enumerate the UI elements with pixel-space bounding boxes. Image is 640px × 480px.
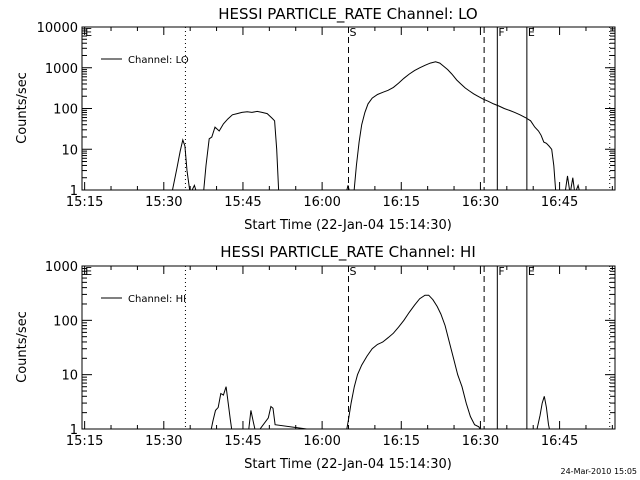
x-tick-label: 16:30: [462, 195, 499, 210]
legend-hi: Channel: HI: [101, 294, 186, 305]
event-marker-label: S: [350, 265, 357, 278]
x-tick-label: 15:45: [224, 434, 261, 449]
legend-lo: Channel: LO: [101, 55, 189, 66]
x-tick-label: 15:45: [224, 195, 261, 210]
plot-area-hi: 1 10 100 1000 15:15 15:30 15:45 16:00 16:15 16:30…: [45, 260, 616, 449]
y-tick-label: 10: [61, 369, 78, 384]
x-axis-label-hi: Start Time (22-Jan-04 15:14:30): [244, 457, 452, 472]
x-tick-label: 16:30: [462, 434, 499, 449]
panel-lo: HESSI PARTICLE_RATE Channel: LO Start Ti…: [15, 5, 616, 233]
series-line-hi: [210, 294, 550, 429]
event-marker-label: E: [528, 265, 535, 278]
timestamp-label: 24-Mar-2010 15:05: [561, 467, 638, 476]
x-tick-label: 15:30: [145, 434, 182, 449]
y-axis-label-hi: Counts/sec: [15, 311, 30, 383]
y-tick-label: 1: [70, 184, 78, 199]
x-tick-label: 16:00: [303, 195, 340, 210]
event-marker-label: E: [85, 26, 92, 39]
y-axis-label-lo: Counts/sec: [15, 72, 30, 144]
chart-title-hi: HESSI PARTICLE_RATE Channel: HI: [220, 243, 476, 262]
x-tick-label: 15:30: [145, 195, 182, 210]
x-tick-label: 16:45: [541, 195, 578, 210]
y-tick-label: 100: [53, 103, 78, 118]
y-tick-label: 10000: [37, 21, 78, 36]
chart-title-lo: HESSI PARTICLE_RATE Channel: LO: [218, 5, 477, 24]
x-tick-label: 16:15: [383, 434, 420, 449]
x-tick-label: 15:15: [66, 434, 103, 449]
x-tick-label: 16:00: [303, 434, 340, 449]
event-marker-label: E: [528, 26, 535, 39]
y-tick-label: 1000: [45, 62, 78, 77]
x-tick-label: 16:15: [383, 195, 420, 210]
legend-label-lo: Channel: LO: [128, 55, 189, 66]
event-marker-label: F: [498, 265, 504, 278]
x-tick-label: 16:45: [541, 434, 578, 449]
panel-hi: HESSI PARTICLE_RATE Channel: HI Start Ti…: [15, 243, 616, 472]
y-tick-label: 100: [53, 314, 78, 329]
y-tick-label: 1: [70, 423, 78, 438]
x-axis-label-lo: Start Time (22-Jan-04 15:14:30): [244, 218, 452, 233]
plot-area-lo: 1 10 100 1000 10000 15:15 15:30 15:45 16:00 16:15…: [37, 21, 616, 210]
y-tick-label: 10: [61, 143, 78, 158]
event-marker-label: S: [350, 26, 357, 39]
event-marker-label: F: [498, 26, 504, 39]
y-tick-label: 1000: [45, 260, 78, 275]
series-line-lo: [171, 61, 580, 190]
event-marker-label: E: [85, 265, 92, 278]
legend-label-hi: Channel: HI: [128, 294, 186, 305]
x-tick-label: 15:15: [66, 195, 103, 210]
